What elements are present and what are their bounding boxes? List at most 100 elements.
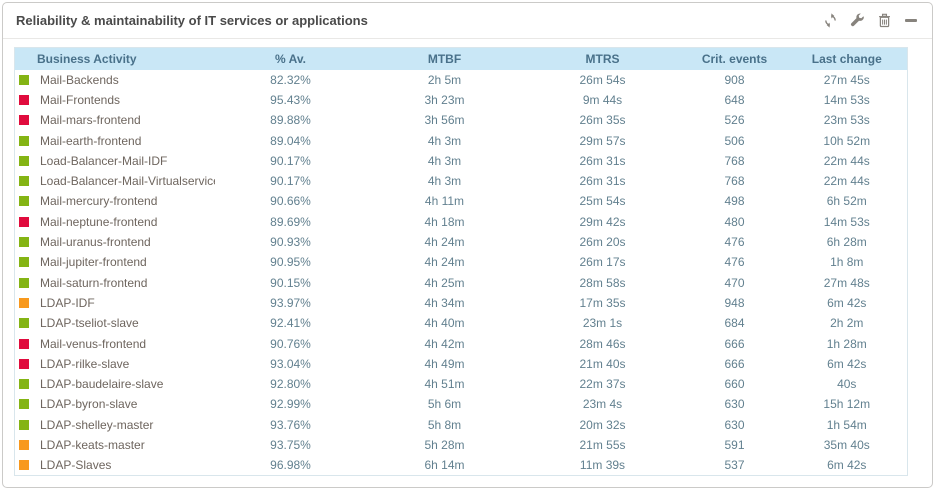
crit-events-cell: 591 bbox=[724, 437, 745, 452]
availability-cell: 89.88% bbox=[270, 113, 311, 128]
business-activity-name: Load-Balancer-Mail-IDF bbox=[40, 153, 168, 168]
status-indicator-icon bbox=[19, 338, 29, 349]
col-header-crit-events[interactable]: Crit. events bbox=[682, 47, 787, 70]
minimize-icon[interactable] bbox=[903, 13, 919, 29]
table-row[interactable]: LDAP-IDF 93.97% 4h 34m 17m 35s 948 6m 42s bbox=[15, 293, 908, 313]
table-row[interactable]: LDAP-byron-slave 92.99% 5h 6m 23m 4s 630 15h … bbox=[15, 394, 908, 414]
table-row[interactable]: Mail-Backends 82.32% 2h 5m 26m 54s 908 27m 45… bbox=[15, 70, 908, 90]
mtbf-cell: 4h 11m bbox=[424, 194, 465, 209]
status-indicator-icon bbox=[19, 419, 29, 430]
table-row[interactable]: Mail-saturn-frontend 90.15% 4h 25m 28m 58s 4… bbox=[15, 272, 908, 292]
table-row[interactable]: Mail-uranus-frontend 90.93% 4h 24m 26m 20s 4… bbox=[15, 232, 908, 252]
crit-events-cell: 630 bbox=[724, 397, 745, 412]
business-activity-name: Load-Balancer-Mail-Virtualservice bbox=[40, 174, 215, 189]
last-change-cell: 1h 8m bbox=[830, 255, 864, 270]
table-row[interactable]: Mail-neptune-frontend 89.69% 4h 18m 29m 42s… bbox=[15, 212, 908, 232]
mtbf-cell: 4h 18m bbox=[424, 214, 465, 229]
crit-events-cell: 506 bbox=[724, 133, 745, 148]
table-row[interactable]: Mail-earth-frontend 89.04% 4h 3m 29m 57s 506… bbox=[15, 130, 908, 150]
business-activity-name: Mail-mercury-frontend bbox=[40, 194, 158, 209]
status-indicator-icon bbox=[19, 318, 29, 329]
mtrs-cell: 21m 55s bbox=[579, 437, 626, 452]
last-change-cell: 1h 54m bbox=[826, 417, 867, 432]
table-row[interactable]: LDAP-baudelaire-slave 92.80% 4h 51m 22m 37s… bbox=[15, 374, 908, 394]
availability-cell: 82.32% bbox=[270, 72, 311, 87]
last-change-cell: 2h 2m bbox=[830, 316, 864, 331]
mtrs-cell: 25m 54s bbox=[579, 194, 626, 209]
mtrs-cell: 26m 31s bbox=[579, 153, 626, 168]
mtbf-cell: 4h 24m bbox=[424, 255, 465, 270]
col-header-business-activity[interactable]: Business Activity bbox=[14, 47, 215, 70]
availability-cell: 93.76% bbox=[270, 417, 311, 432]
col-header-last-change[interactable]: Last change bbox=[786, 47, 908, 70]
status-indicator-icon bbox=[19, 135, 29, 146]
last-change-cell: 14m 53s bbox=[823, 92, 870, 107]
mtrs-cell: 26m 35s bbox=[579, 113, 626, 128]
business-activity-cell: Mail-mars-frontend bbox=[15, 110, 215, 130]
table-row[interactable]: LDAP-shelley-master 93.76% 5h 8m 20m 32s 630… bbox=[15, 415, 908, 435]
crit-events-cell: 666 bbox=[724, 336, 745, 351]
mtbf-cell: 4h 3m bbox=[427, 153, 462, 168]
business-activity-name: LDAP-tseliot-slave bbox=[40, 316, 139, 331]
mtrs-cell: 11m 39s bbox=[579, 458, 626, 473]
mtbf-cell: 4h 25m bbox=[424, 275, 465, 290]
col-header-mtrs[interactable]: MTRS bbox=[522, 47, 683, 70]
table-row[interactable]: LDAP-rilke-slave 93.04% 4h 49m 21m 40s 666 6m… bbox=[15, 354, 908, 374]
status-indicator-icon bbox=[19, 439, 29, 450]
business-activity-name: LDAP-keats-master bbox=[40, 437, 145, 452]
business-activity-cell: Mail-saturn-frontend bbox=[15, 272, 215, 292]
table-row[interactable]: LDAP-tseliot-slave 92.41% 4h 40m 23m 1s 684 2… bbox=[15, 313, 908, 333]
status-indicator-icon bbox=[19, 196, 29, 207]
mtbf-cell: 4h 3m bbox=[427, 133, 462, 148]
business-activity-cell: Mail-venus-frontend bbox=[15, 333, 215, 353]
mtrs-cell: 26m 31s bbox=[579, 174, 626, 189]
business-activity-name: Mail-jupiter-frontend bbox=[40, 255, 147, 270]
refresh-icon[interactable] bbox=[822, 13, 838, 29]
availability-cell: 92.41% bbox=[270, 316, 311, 331]
availability-cell: 90.95% bbox=[270, 255, 311, 270]
last-change-cell: 14m 53s bbox=[823, 214, 870, 229]
business-activity-name: LDAP-Slaves bbox=[40, 458, 112, 473]
wrench-icon[interactable] bbox=[849, 13, 865, 29]
table-row[interactable]: LDAP-Slaves 96.98% 6h 14m 11m 39s 537 6m 42s bbox=[15, 455, 908, 475]
business-activity-cell: Mail-Backends bbox=[15, 70, 215, 90]
business-activity-name: Mail-mars-frontend bbox=[40, 113, 141, 128]
business-activity-cell: LDAP-baudelaire-slave bbox=[15, 374, 215, 394]
table-row[interactable]: LDAP-keats-master 93.75% 5h 28m 21m 55s 591 3… bbox=[15, 435, 908, 455]
table-row[interactable]: Mail-jupiter-frontend 90.95% 4h 24m 26m 17s… bbox=[15, 252, 908, 272]
widget-title: Reliability & maintainability of IT serv… bbox=[16, 13, 368, 28]
table-row[interactable]: Mail-mars-frontend 89.88% 3h 56m 26m 35s 526… bbox=[15, 110, 908, 130]
mtrs-cell: 23m 1s bbox=[582, 316, 623, 331]
availability-cell: 90.17% bbox=[270, 153, 311, 168]
mtrs-cell: 23m 4s bbox=[582, 397, 623, 412]
mtrs-cell: 28m 58s bbox=[579, 275, 626, 290]
table-row[interactable]: Mail-mercury-frontend 90.66% 4h 11m 25m 54s… bbox=[15, 191, 908, 211]
last-change-cell: 22m 44s bbox=[823, 153, 870, 168]
availability-cell: 89.69% bbox=[270, 214, 311, 229]
last-change-cell: 40s bbox=[837, 377, 857, 392]
crit-events-cell: 476 bbox=[724, 235, 745, 250]
business-activity-cell: LDAP-Slaves bbox=[15, 455, 215, 475]
mtrs-cell: 28m 46s bbox=[579, 336, 626, 351]
business-activity-cell: Load-Balancer-Mail-Virtualservice bbox=[15, 171, 215, 191]
business-activity-cell: LDAP-IDF bbox=[15, 293, 215, 313]
status-indicator-icon bbox=[19, 94, 29, 105]
crit-events-cell: 480 bbox=[724, 214, 745, 229]
last-change-cell: 27m 48s bbox=[823, 275, 870, 290]
mtbf-cell: 4h 51m bbox=[424, 377, 465, 392]
crit-events-cell: 470 bbox=[724, 275, 745, 290]
table-row[interactable]: Load-Balancer-Mail-Virtualservice 90.17% 4… bbox=[15, 171, 908, 191]
business-activity-name: LDAP-shelley-master bbox=[40, 417, 154, 432]
business-activity-cell: Mail-jupiter-frontend bbox=[15, 252, 215, 272]
table-row[interactable]: Mail-Frontends 95.43% 3h 23m 9m 44s 648 14m 5… bbox=[15, 90, 908, 110]
last-change-cell: 6m 42s bbox=[827, 458, 867, 473]
table-row[interactable]: Mail-venus-frontend 90.76% 4h 42m 28m 46s 66… bbox=[15, 333, 908, 353]
availability-cell: 90.17% bbox=[270, 174, 311, 189]
table-row[interactable]: Load-Balancer-Mail-IDF 90.17% 4h 3m 26m 31s… bbox=[15, 151, 908, 171]
last-change-cell: 23m 53s bbox=[823, 113, 870, 128]
col-header-mtbf[interactable]: MTBF bbox=[366, 47, 523, 70]
mtbf-cell: 4h 40m bbox=[424, 316, 465, 331]
col-header-availability[interactable]: % Av. bbox=[214, 47, 367, 70]
mtrs-cell: 29m 57s bbox=[579, 133, 626, 148]
trash-icon[interactable] bbox=[876, 13, 892, 29]
